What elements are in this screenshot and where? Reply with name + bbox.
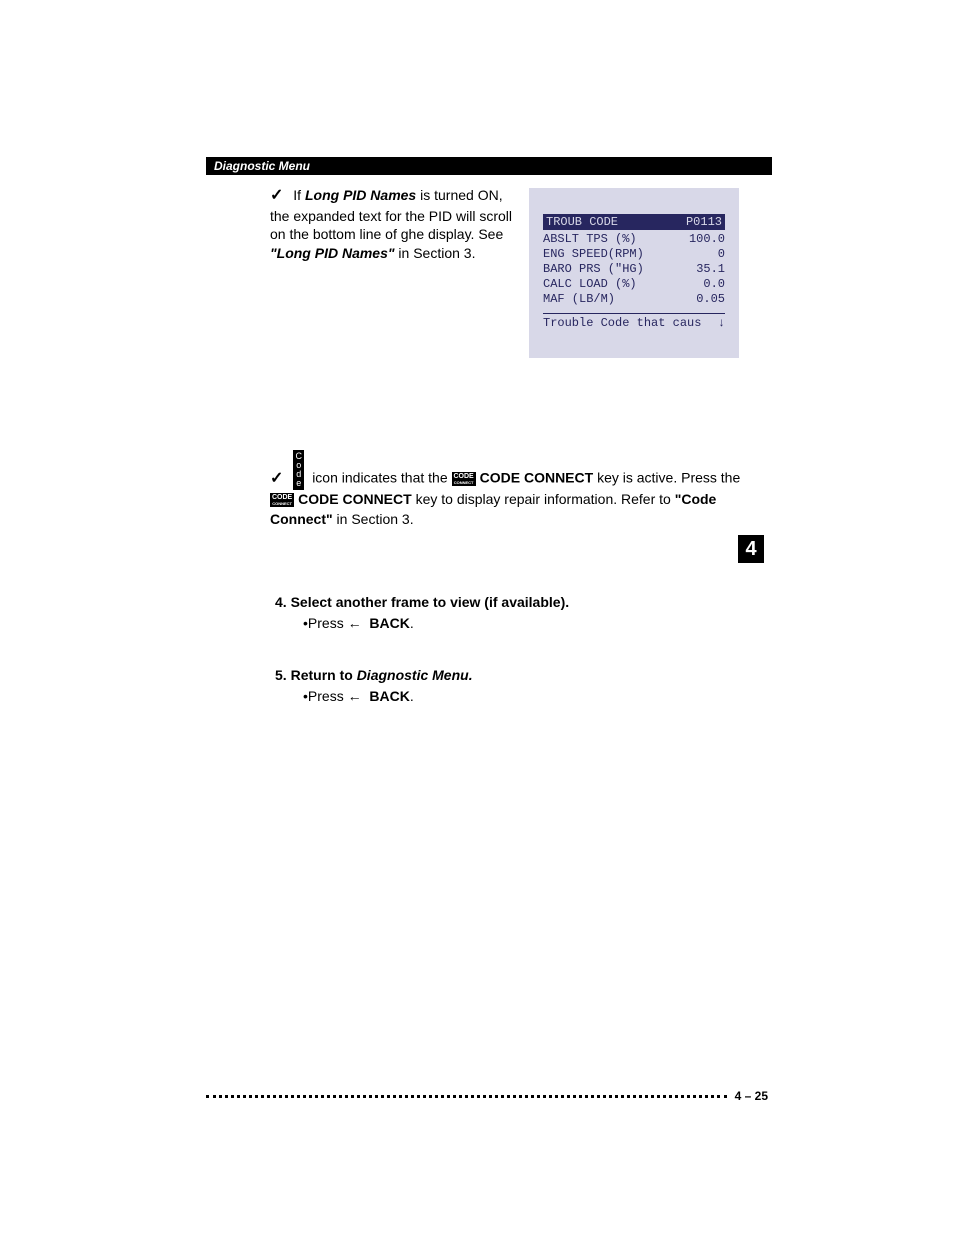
code-icon-label: CODE bbox=[454, 473, 474, 480]
screen-footer: Trouble Code that caus bbox=[543, 316, 701, 330]
screen-row-label: CALC LOAD (%) bbox=[543, 277, 637, 292]
code-connect-term: CODE CONNECT bbox=[298, 491, 412, 507]
page-footer: 4 – 25 bbox=[206, 1089, 768, 1103]
code-vertical-icon: C o d e bbox=[293, 450, 304, 490]
code-icon-sub: CONNECT bbox=[454, 481, 474, 485]
text: key is active. Press the bbox=[593, 470, 740, 486]
step-number: 4. bbox=[275, 594, 287, 610]
dotted-line bbox=[206, 1095, 727, 1098]
screen-divider bbox=[543, 313, 725, 314]
step-title-prefix: Return to bbox=[291, 667, 357, 683]
text: If bbox=[293, 187, 305, 203]
step-title: Select another frame to view (if availab… bbox=[291, 594, 570, 610]
check-icon: ✓ bbox=[270, 187, 283, 204]
sub-suffix: . bbox=[410, 615, 414, 631]
sub-prefix: •Press bbox=[303, 615, 348, 631]
back-label: BACK bbox=[369, 615, 409, 631]
step-5: 5. Return to Diagnostic Menu. •Press ← B… bbox=[275, 665, 745, 707]
left-arrow-icon: ← bbox=[348, 688, 362, 704]
code-connect-term: CODE CONNECT bbox=[480, 470, 594, 486]
text: key to display repair information. Refer… bbox=[412, 491, 675, 507]
screen-row-value: 0 bbox=[718, 247, 725, 262]
step-4: 4. Select another frame to view (if avai… bbox=[275, 592, 745, 634]
text: in Section 3. bbox=[395, 245, 476, 261]
screen-row-label: ABSLT TPS (%) bbox=[543, 232, 637, 247]
screen-title-left: TROUB CODE bbox=[546, 215, 618, 229]
back-label: BACK bbox=[369, 688, 409, 704]
code-key-icon: CODECONNECT bbox=[452, 472, 476, 486]
check-icon: ✓ bbox=[270, 470, 283, 487]
screen-row-value: 35.1 bbox=[696, 262, 725, 277]
sub-step: •Press ← BACK. bbox=[303, 686, 745, 707]
text: in Section 3. bbox=[333, 511, 414, 527]
screen-row-label: MAF (LB/M) bbox=[543, 292, 615, 307]
long-pid-ref: "Long PID Names" bbox=[270, 245, 395, 261]
device-screen: TROUB CODE P0113 ABSLT TPS (%) 100.0 ENG… bbox=[529, 188, 739, 358]
left-arrow-icon: ← bbox=[348, 615, 362, 631]
screen-title-right: P0113 bbox=[686, 215, 722, 229]
paragraph-code-connect: ✓ C o d e icon indicates that the CODECO… bbox=[270, 450, 760, 529]
screen-row: ABSLT TPS (%) 100.0 bbox=[543, 232, 725, 247]
screen-row-value: 0.0 bbox=[703, 277, 725, 292]
step-title-italic: Diagnostic Menu. bbox=[357, 667, 473, 683]
screen-row-value: 0.05 bbox=[696, 292, 725, 307]
screen-row-label: ENG SPEED(RPM) bbox=[543, 247, 644, 262]
screen-row: MAF (LB/M) 0.05 bbox=[543, 292, 725, 307]
down-arrow-icon: ↓ bbox=[718, 316, 725, 330]
sub-step: •Press ← BACK. bbox=[303, 613, 745, 634]
page-number: 4 – 25 bbox=[735, 1089, 768, 1103]
screen-row-value: 100.0 bbox=[689, 232, 725, 247]
screen-row-label: BARO PRS ("HG) bbox=[543, 262, 644, 277]
code-letter: e bbox=[293, 479, 304, 488]
code-icon-sub: CONNECT bbox=[272, 502, 292, 506]
header-title: Diagnostic Menu bbox=[214, 159, 310, 173]
code-icon-label: CODE bbox=[272, 494, 292, 501]
section-tab: 4 bbox=[738, 535, 764, 563]
step-number: 5. bbox=[275, 667, 287, 683]
section-number: 4 bbox=[745, 538, 756, 560]
header-bar: Diagnostic Menu bbox=[206, 157, 772, 175]
screen-row: ENG SPEED(RPM) 0 bbox=[543, 247, 725, 262]
text: icon indicates that the bbox=[312, 470, 451, 486]
code-key-icon: CODECONNECT bbox=[270, 493, 294, 507]
sub-prefix: •Press bbox=[303, 688, 348, 704]
screen-title-row: TROUB CODE P0113 bbox=[543, 214, 725, 230]
long-pid-term: Long PID Names bbox=[305, 187, 416, 203]
screen-row: CALC LOAD (%) 0.0 bbox=[543, 277, 725, 292]
screen-row: BARO PRS ("HG) 35.1 bbox=[543, 262, 725, 277]
sub-suffix: . bbox=[410, 688, 414, 704]
paragraph-long-pid: ✓ If Long PID Names is turned ON, the ex… bbox=[270, 185, 515, 263]
